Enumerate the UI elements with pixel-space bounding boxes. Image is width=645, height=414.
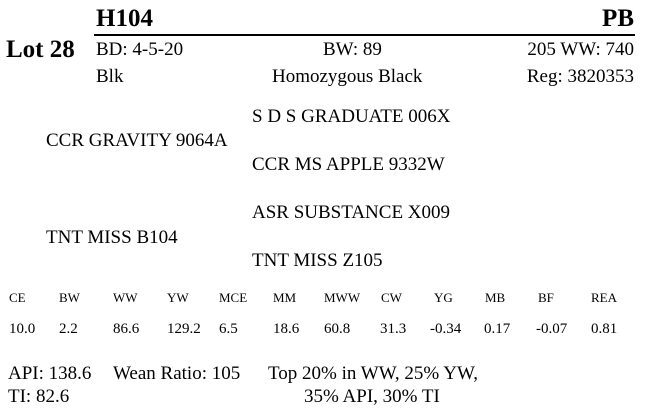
epd-value: 60.8 [324,321,351,337]
epd-label: YW [167,290,189,305]
wean-weight: 205 WW: 740 [527,39,634,60]
epd-label: BW [59,290,80,305]
pedigree-dam-sire: ASR SUBSTANCE X009 [252,202,451,223]
header-rule [94,34,635,36]
pedigree-dam-dam: TNT MISS Z105 [252,250,383,271]
epd-value: 2.2 [59,321,78,337]
top-percent-line2: 35% API, 30% TI [304,386,440,407]
epd-label: WW [113,290,138,305]
pedigree-dam: TNT MISS B104 [46,227,178,248]
ti-index: TI: 82.6 [8,386,70,407]
top-percent-line1: Top 20% in WW, 25% YW, [268,363,478,384]
epd-label: REA [591,290,617,305]
epd-label: MWW [324,290,361,305]
wean-ratio: Wean Ratio: 105 [113,363,241,384]
epd-value: 0.81 [591,321,618,337]
epd-value: -0.07 [536,321,568,337]
animal-tag: H104 [96,5,153,32]
genotype: Homozygous Black [272,66,423,87]
epd-value: 86.6 [113,321,140,337]
epd-label: MB [485,290,506,305]
epd-value: 0.17 [484,321,511,337]
lot-number: Lot 28 [6,36,75,63]
epd-value: -0.34 [430,321,462,337]
epd-label: CE [9,290,26,305]
epd-label: MM [273,290,297,305]
registration-number: Reg: 3820353 [526,66,634,87]
color: Blk [96,66,124,87]
birth-date: BD: 4-5-20 [96,39,184,60]
epd-value: 6.5 [219,321,238,337]
epd-label: YG [434,290,453,305]
pedigree-sire-dam: CCR MS APPLE 9332W [252,154,445,175]
epd-label: BF [538,290,554,305]
pedigree-sire: CCR GRAVITY 9064A [46,130,228,151]
pedigree-sire-sire: S D S GRADUATE 006X [252,106,451,127]
epd-value: 31.3 [380,321,407,337]
epd-label: MCE [219,290,248,305]
breed-code: PB [602,5,634,32]
epd-value: 10.0 [9,321,36,337]
epd-value: 129.2 [167,321,201,337]
api-index: API: 138.6 [8,363,92,384]
epd-value: 18.6 [273,321,300,337]
epd-label: CW [381,290,402,305]
birth-weight: BW: 89 [323,39,382,60]
